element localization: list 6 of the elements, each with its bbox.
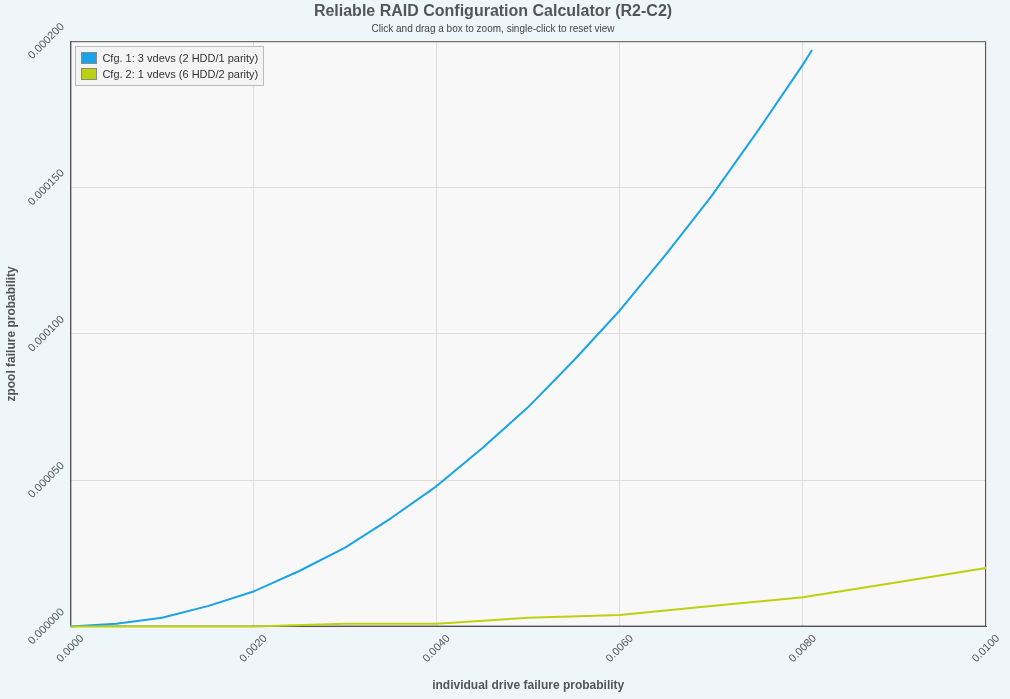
legend-label: Cfg. 1: 3 vdevs (2 HDD/1 parity) [102,51,259,67]
legend-label: Cfg. 2: 1 vdevs (6 HDD/2 parity) [102,67,259,83]
y-axis-title: zpool failure probability [3,265,18,402]
chart-title: Reliable RAID Configuration Calculator (R2-C2) [313,2,673,20]
chart-subtitle: Click and drag a box to zoom, single-click to reset view [371,22,616,34]
x-axis-title: individual drive failure probability [432,678,625,693]
